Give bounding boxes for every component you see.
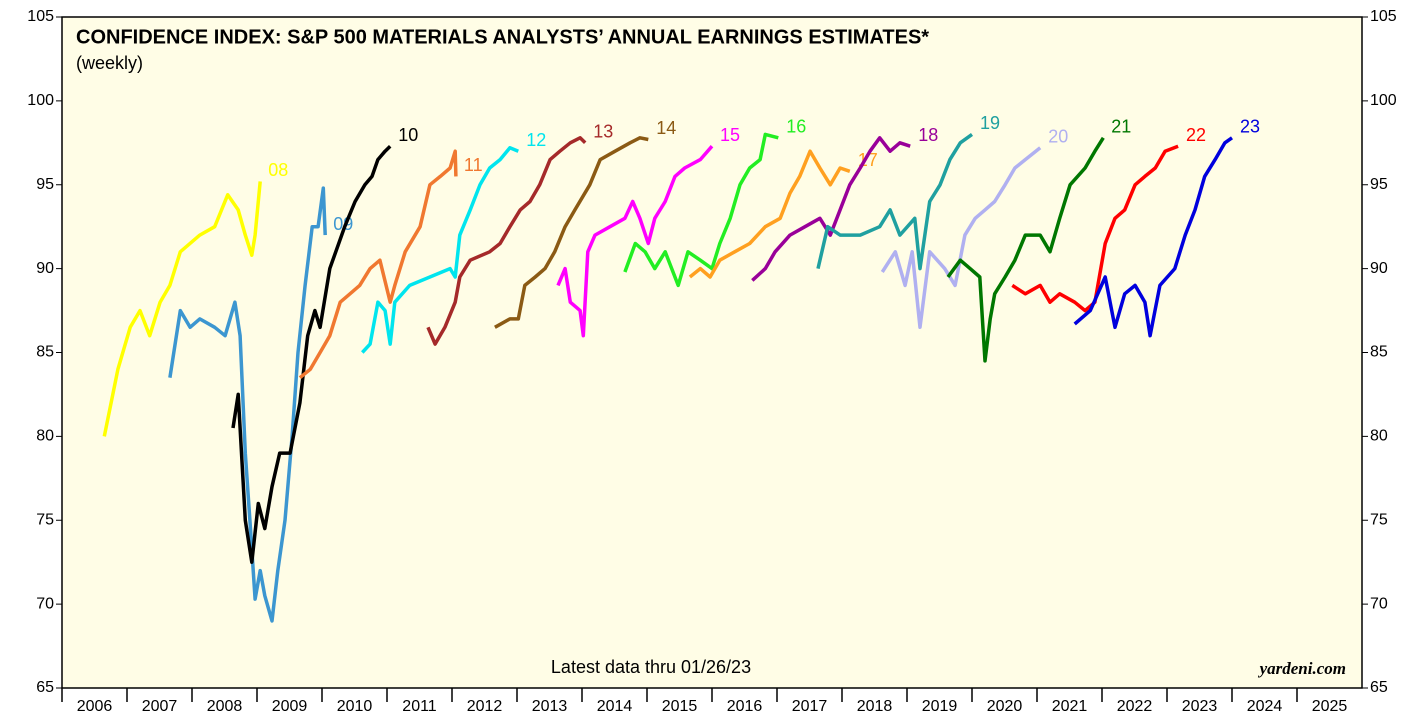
x-tick-label: 2020 xyxy=(987,698,1023,715)
y-tick-label: 90 xyxy=(36,260,54,277)
series-label: 19 xyxy=(980,113,1000,133)
source: yardeni.com xyxy=(1258,659,1346,678)
x-tick-label: 2022 xyxy=(1117,698,1153,715)
series-label: 12 xyxy=(526,130,546,150)
y-tick-label: 105 xyxy=(27,8,54,25)
y-tick-label: 85 xyxy=(36,344,54,361)
x-tick-label: 2015 xyxy=(662,698,698,715)
series-line xyxy=(816,132,974,271)
series-line xyxy=(231,144,392,564)
series-line xyxy=(623,132,779,288)
x-tick-label: 2024 xyxy=(1247,698,1283,715)
series-line xyxy=(298,149,458,380)
series-label: 22 xyxy=(1186,125,1206,145)
y-tick-label: 100 xyxy=(27,92,54,109)
series-line xyxy=(361,146,519,354)
x-tick-label: 2012 xyxy=(467,698,503,715)
series-label: 10 xyxy=(398,125,418,145)
x-tick-label: 2006 xyxy=(77,698,113,715)
series-line xyxy=(494,136,649,329)
x-tick-label: 2010 xyxy=(337,698,373,715)
series-line xyxy=(556,145,714,338)
series-line xyxy=(426,136,587,346)
y2-tick-label: 80 xyxy=(1370,428,1388,445)
series-line xyxy=(688,149,851,279)
y2-tick-label: 75 xyxy=(1370,511,1388,528)
chart-subtitle: (weekly) xyxy=(76,53,143,73)
series-label: 23 xyxy=(1240,117,1260,137)
y-tick-label: 95 xyxy=(36,176,54,193)
series-line xyxy=(168,186,327,623)
y2-tick-label: 70 xyxy=(1370,595,1388,612)
y2-tick-label: 105 xyxy=(1370,8,1397,25)
series-label: 15 xyxy=(720,125,740,145)
x-tick-label: 2013 xyxy=(532,698,568,715)
series-label: 11 xyxy=(464,155,483,175)
x-tick-label: 2023 xyxy=(1182,698,1218,715)
series-line xyxy=(102,181,262,437)
y-tick-label: 75 xyxy=(36,511,54,528)
y2-tick-label: 65 xyxy=(1370,679,1388,696)
series-label: 16 xyxy=(786,117,806,137)
annotation: Latest data thru 01/26/23 xyxy=(551,657,751,677)
series-label: 18 xyxy=(918,125,938,145)
y2-tick-label: 100 xyxy=(1370,92,1397,109)
series-line xyxy=(1011,144,1179,313)
x-tick-label: 2008 xyxy=(207,698,243,715)
series-label: 14 xyxy=(656,118,676,138)
x-tick-label: 2009 xyxy=(272,698,308,715)
x-tick-label: 2016 xyxy=(727,698,763,715)
series-label: 08 xyxy=(268,160,288,180)
x-tick-label: 2014 xyxy=(597,698,633,715)
x-tick-label: 2017 xyxy=(792,698,828,715)
x-tick-label: 2007 xyxy=(142,698,178,715)
y-tick-label: 80 xyxy=(36,428,54,445)
y-tick-label: 65 xyxy=(36,679,54,696)
series-line xyxy=(1073,136,1234,338)
x-tick-label: 2021 xyxy=(1052,698,1088,715)
series-label: 21 xyxy=(1111,117,1131,137)
y2-tick-label: 90 xyxy=(1370,260,1388,277)
y-tick-label: 70 xyxy=(36,595,54,612)
series-line xyxy=(751,136,911,282)
x-tick-label: 2018 xyxy=(857,698,893,715)
x-tick-label: 2025 xyxy=(1312,698,1348,715)
x-tick-label: 2011 xyxy=(402,698,437,715)
series-line xyxy=(946,136,1105,363)
x-tick-label: 2019 xyxy=(922,698,958,715)
chart-title: CONFIDENCE INDEX: S&P 500 MATERIALS ANAL… xyxy=(76,26,929,48)
series-label: 20 xyxy=(1048,127,1068,147)
series-label: 13 xyxy=(593,122,613,142)
y2-tick-label: 95 xyxy=(1370,176,1388,193)
y2-tick-label: 85 xyxy=(1370,344,1388,361)
